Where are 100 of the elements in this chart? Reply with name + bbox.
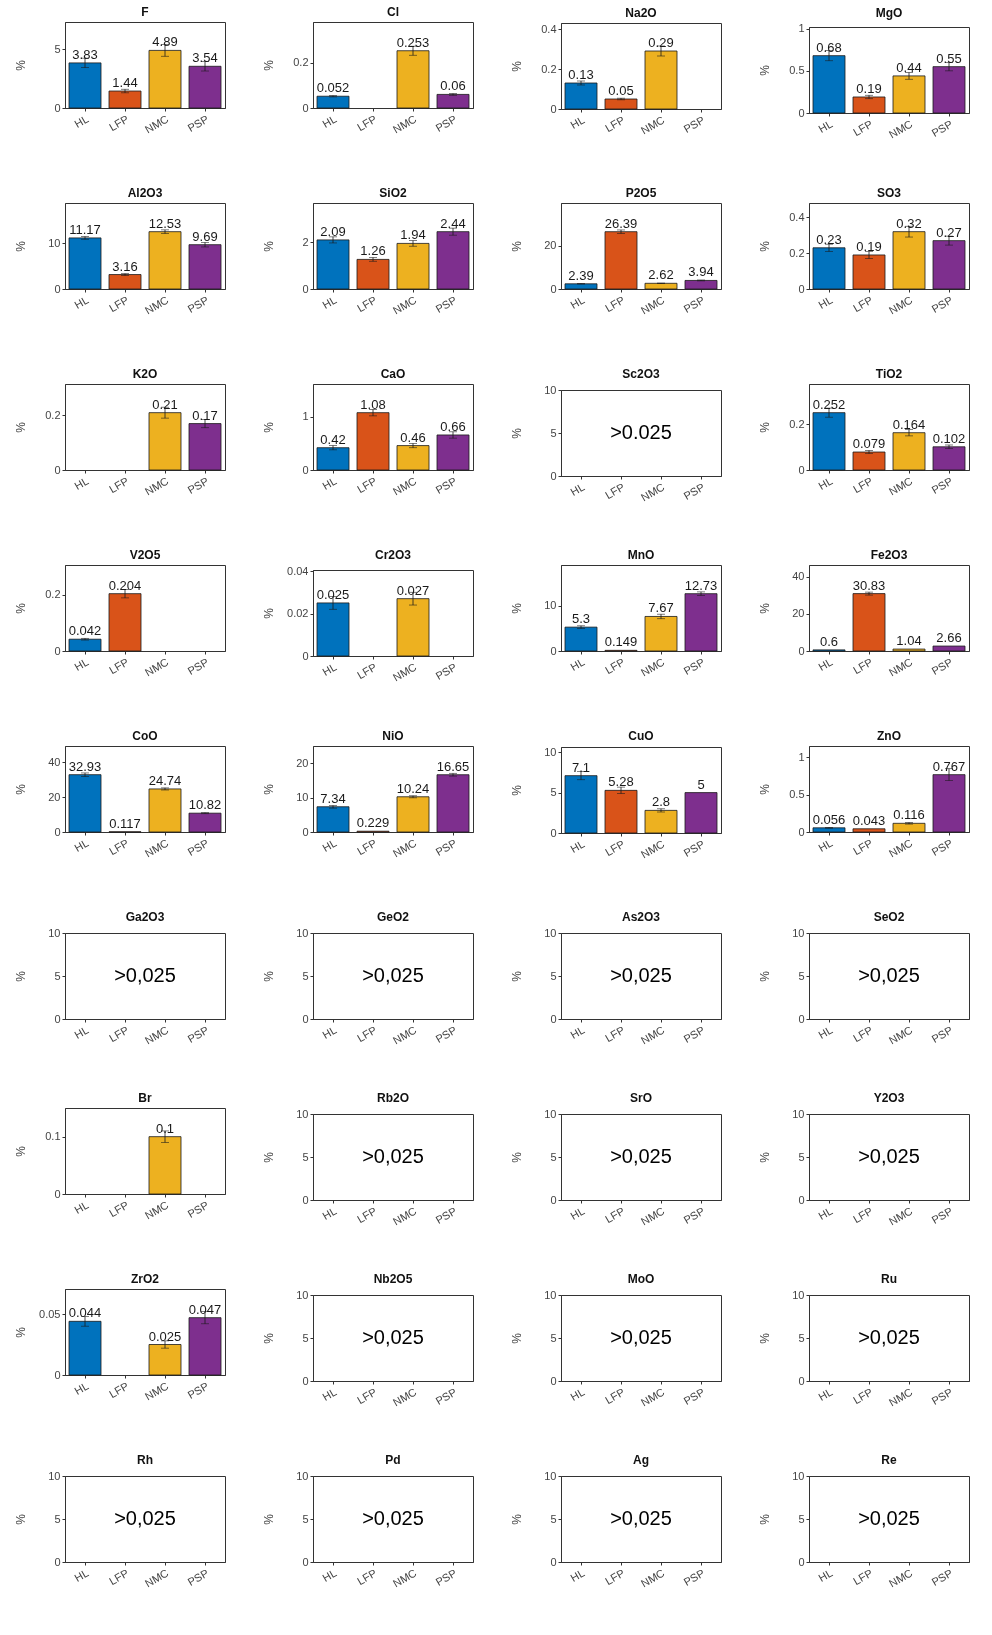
- y-tick-label: 0: [550, 1012, 557, 1025]
- y-tick-label: 0: [798, 106, 805, 119]
- y-tick-label: 0.5: [789, 788, 805, 801]
- x-tick-label: LFP: [107, 1379, 131, 1401]
- y-tick-label: 5: [302, 969, 309, 982]
- data-label: 0.66: [440, 418, 466, 434]
- x-tick-label: PSP: [681, 1566, 707, 1589]
- bar: [564, 82, 598, 110]
- bar: [604, 789, 638, 834]
- data-label: 0.025: [316, 586, 350, 602]
- x-tick-label: LFP: [355, 1566, 379, 1588]
- x-tick-label: PSP: [185, 1198, 211, 1221]
- y-axis-title: %: [261, 970, 276, 982]
- data-label: 5.3: [571, 611, 591, 627]
- x-tick-label: NMC: [142, 836, 171, 860]
- x-tick-label: HL: [816, 1204, 835, 1223]
- x-tick-label: NMC: [390, 1023, 419, 1047]
- data-label: 10.82: [188, 797, 222, 813]
- data-label: 2.44: [440, 215, 466, 231]
- x-tick-label: LFP: [603, 1204, 627, 1226]
- x-tick-label: LFP: [603, 1566, 627, 1588]
- x-tick-label: NMC: [638, 1566, 667, 1590]
- x-tick-label: NMC: [886, 836, 915, 860]
- chart-title: Y2O3: [873, 1091, 905, 1105]
- x-tick-label: LFP: [851, 117, 875, 139]
- x-tick-label: PSP: [433, 1204, 459, 1227]
- chart-title: F: [141, 5, 149, 19]
- x-tick-label: PSP: [433, 1566, 459, 1589]
- y-tick-label: 0: [798, 825, 805, 838]
- data-label: 0.102: [932, 430, 966, 446]
- x-tick-label: NMC: [142, 474, 171, 498]
- y-tick-label: 5: [798, 1512, 805, 1525]
- y-axis-title: %: [261, 1513, 276, 1525]
- data-label: 24.74: [148, 772, 182, 788]
- x-tick-label: NMC: [390, 836, 419, 860]
- y-tick-label: 10: [544, 383, 557, 396]
- data-label: 0.32: [896, 215, 922, 231]
- chart-title: SO3: [876, 186, 902, 200]
- data-label: 0.117: [109, 815, 141, 831]
- y-axis-title: %: [757, 421, 772, 433]
- y-axis-title: %: [757, 240, 772, 252]
- y-tick-label: 10: [296, 1288, 309, 1301]
- x-tick-label: LFP: [851, 1566, 875, 1588]
- data-label: 0.025: [148, 1328, 182, 1344]
- chart-title: MnO: [627, 548, 655, 562]
- data-label: 0.043: [852, 812, 886, 828]
- x-tick-label: NMC: [886, 1385, 915, 1409]
- data-label: 0.052: [316, 80, 350, 96]
- x-tick-label: HL: [816, 655, 835, 674]
- x-tick-label: LFP: [603, 480, 627, 502]
- chart-title: Al2O3: [127, 186, 163, 200]
- y-axis-title: %: [509, 427, 524, 439]
- chart-title: Re: [881, 1453, 897, 1467]
- y-tick-label: 0: [302, 282, 309, 295]
- y-tick-label: 10: [296, 1107, 309, 1120]
- data-label: 0.19: [856, 238, 882, 254]
- y-tick-label: 0: [798, 1193, 805, 1206]
- x-tick-label: LFP: [851, 1204, 875, 1226]
- x-tick-label: NMC: [390, 474, 419, 498]
- x-tick-label: PSP: [433, 474, 459, 497]
- chart-title: ZnO: [877, 729, 901, 743]
- x-tick-label: HL: [320, 660, 339, 679]
- data-label: 0.116: [893, 807, 925, 823]
- y-tick-label: 0: [798, 463, 805, 476]
- chart-title: Ga2O3: [125, 910, 165, 924]
- chart-title: SeO2: [873, 910, 905, 924]
- y-axis-title: %: [757, 1513, 772, 1525]
- y-tick-label: 10: [544, 1288, 557, 1301]
- y-tick-label: 0: [550, 469, 557, 482]
- chart-title: MgO: [875, 5, 903, 20]
- y-tick-label: 5: [302, 1150, 309, 1163]
- x-tick-label: NMC: [390, 1204, 419, 1228]
- bar: [852, 96, 886, 114]
- x-tick-label: NMC: [886, 1566, 915, 1590]
- y-axis-title: %: [757, 64, 772, 76]
- x-tick-label: PSP: [681, 293, 707, 316]
- data-label: 0.767: [932, 758, 966, 774]
- bar: [436, 94, 470, 109]
- x-tick-label: LFP: [355, 474, 379, 496]
- annotation: >0,025: [858, 1145, 920, 1167]
- y-tick-label: 10: [48, 236, 61, 249]
- y-axis-title: %: [13, 421, 28, 433]
- x-tick-label: NMC: [142, 1198, 171, 1222]
- x-tick-label: HL: [72, 1379, 91, 1398]
- chart-title: SiO2: [379, 186, 407, 200]
- x-tick-label: NMC: [638, 1385, 667, 1409]
- x-tick-label: LFP: [603, 1385, 627, 1407]
- y-tick-label: 0.2: [789, 246, 805, 259]
- x-tick-label: LFP: [355, 1023, 379, 1045]
- bar: [644, 50, 678, 110]
- x-tick-label: NMC: [390, 112, 419, 136]
- x-tick-label: NMC: [142, 1023, 171, 1047]
- chart-title: GeO2: [376, 910, 410, 924]
- data-label: 0.44: [896, 59, 922, 75]
- y-axis-title: %: [261, 607, 276, 619]
- y-axis-title: %: [13, 59, 28, 71]
- y-tick-label: 10: [544, 599, 557, 612]
- x-tick-label: LFP: [603, 837, 627, 859]
- y-axis-title: %: [13, 602, 28, 614]
- bar: [148, 49, 182, 109]
